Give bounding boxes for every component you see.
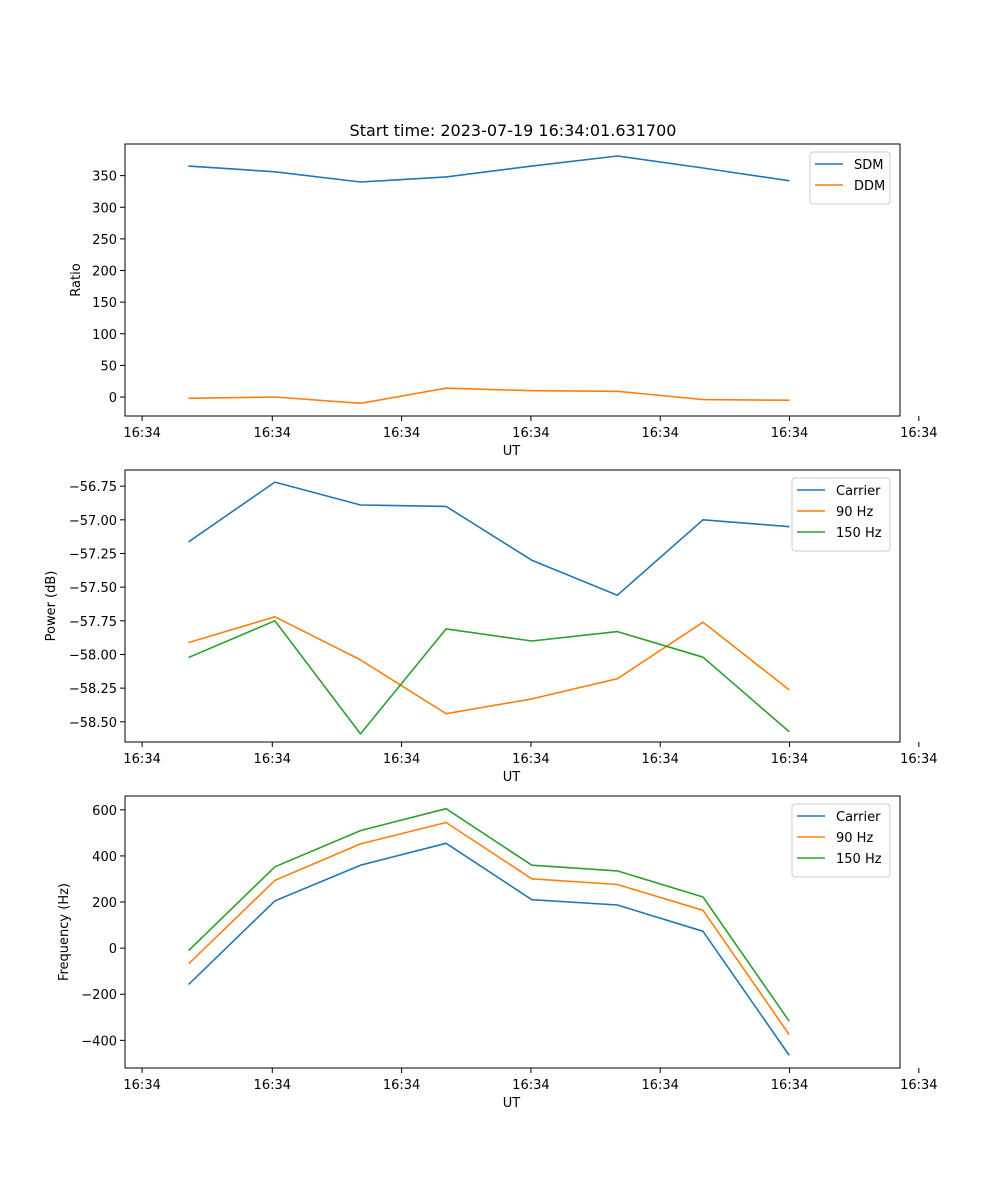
y-tick-label: 300: [92, 201, 117, 216]
x-tick-label: 16:34: [254, 752, 291, 767]
y-tick-label: −58.50: [69, 716, 117, 731]
x-tick-label: 16:34: [771, 752, 808, 767]
plot-frame: [124, 795, 901, 1069]
y-tick-label: −200: [81, 988, 117, 1003]
series-line-150-hz: [188, 619, 790, 735]
legend: Carrier 90 Hz 150 Hz: [791, 803, 891, 878]
x-tick-label: 16:34: [641, 752, 678, 767]
y-tick-label: 250: [92, 233, 117, 248]
legend-label: 150 Hz: [836, 852, 882, 867]
x-axis-label: UT: [503, 444, 521, 459]
x-tick-label: 16:34: [254, 426, 291, 441]
y-tick-label: 200: [92, 896, 117, 911]
series-line-sdm: [188, 155, 790, 183]
x-tick-label: 16:34: [512, 752, 549, 767]
y-tick-label: −57.25: [69, 547, 117, 562]
legend-label: Carrier: [836, 810, 881, 825]
legend-label: 90 Hz: [836, 505, 873, 520]
legend: Carrier 90 Hz 150 Hz: [791, 477, 891, 552]
legend: SDM DDM: [809, 151, 891, 205]
y-axis-label: Ratio: [69, 263, 84, 296]
y-tick-label: 400: [92, 850, 117, 865]
series-line-carrier: [188, 481, 790, 597]
y-tick-label: −57.75: [69, 615, 117, 630]
y-tick-label: −57.00: [69, 514, 117, 529]
y-tick-label: 600: [92, 804, 117, 819]
y-tick-label: 200: [92, 265, 117, 280]
legend-label: 90 Hz: [836, 831, 873, 846]
panels: 16:34 16:34 16:34 16:34 16:34 16:34 16:34 0 50 10…: [44, 143, 938, 1111]
legend-label: SDM: [854, 158, 883, 173]
y-tick-label: −56.75: [69, 480, 117, 495]
series-line-90-hz: [188, 615, 790, 715]
y-axis-label: Frequency (Hz): [57, 883, 72, 981]
x-tick-label: 16:34: [641, 1078, 678, 1093]
legend-label: DDM: [854, 179, 885, 194]
y-tick-label: −57.50: [69, 581, 117, 596]
plot-frame: [124, 143, 901, 417]
y-tick-label: 0: [109, 391, 117, 406]
x-tick-label: 16:34: [771, 426, 808, 441]
series-line-150-hz: [188, 807, 790, 1022]
x-tick-label: 16:34: [512, 426, 549, 441]
y-tick-label: 0: [109, 942, 117, 957]
panel-3: 16:34 16:34 16:34 16:34 16:34 16:34 16:34 600 40…: [57, 795, 938, 1111]
x-tick-label: 16:34: [383, 1078, 420, 1093]
panel-2: 16:34 16:34 16:34 16:34 16:34 16:34 16:34 −56.7…: [44, 469, 938, 785]
x-tick-label: 16:34: [123, 1078, 160, 1093]
series-line-90-hz: [188, 821, 790, 1036]
x-tick-label: 16:34: [641, 426, 678, 441]
x-tick-label: 16:34: [900, 752, 937, 767]
legend-box: [809, 151, 891, 205]
panel-1: 16:34 16:34 16:34 16:34 16:34 16:34 16:34 0 50 10…: [69, 143, 938, 459]
plot-frame: [124, 469, 901, 743]
x-tick-label: 16:34: [254, 1078, 291, 1093]
x-tick-label: 16:34: [512, 1078, 549, 1093]
series-line-ddm: [188, 387, 790, 405]
y-tick-label: 50: [100, 359, 117, 374]
y-tick-label: 150: [92, 296, 117, 311]
x-tick-label: 16:34: [123, 426, 160, 441]
x-tick-label: 16:34: [123, 752, 160, 767]
series-line-carrier: [188, 842, 790, 1056]
legend-label: Carrier: [836, 484, 881, 499]
legend-label: 150 Hz: [836, 526, 882, 541]
x-axis-label: UT: [503, 770, 521, 785]
x-tick-label: 16:34: [383, 426, 420, 441]
x-tick-label: 16:34: [383, 752, 420, 767]
x-tick-label: 16:34: [900, 1078, 937, 1093]
y-tick-label: 350: [92, 170, 117, 185]
x-tick-label: 16:34: [771, 1078, 808, 1093]
y-tick-label: −58.00: [69, 648, 117, 663]
figure-title: Start time: 2023-07-19 16:34:01.631700: [350, 121, 677, 140]
y-tick-label: 100: [92, 328, 117, 343]
y-tick-label: −58.25: [69, 682, 117, 697]
x-tick-label: 16:34: [900, 426, 937, 441]
y-tick-label: −400: [81, 1034, 117, 1049]
y-axis-label: Power (dB): [44, 571, 59, 642]
x-axis-label: UT: [503, 1096, 521, 1111]
